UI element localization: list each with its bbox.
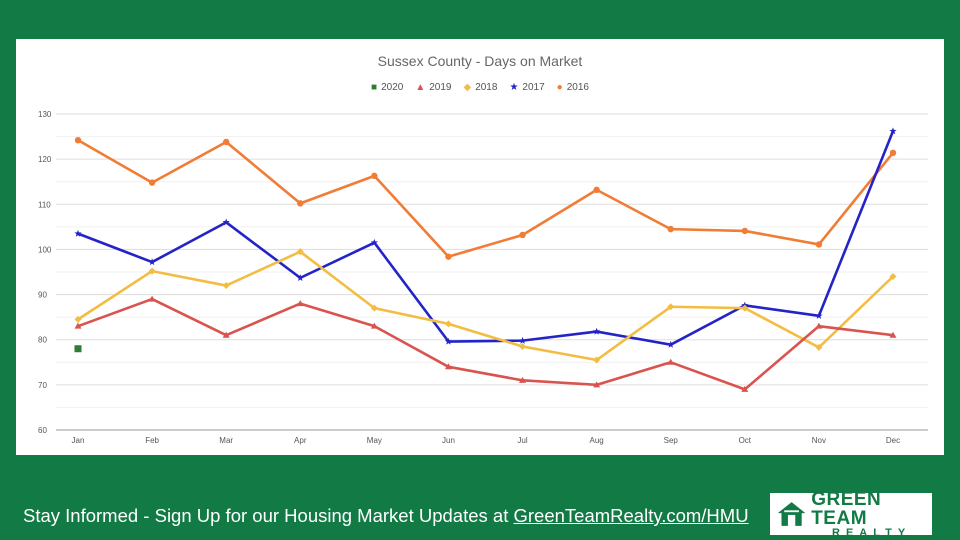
data-point-2018 xyxy=(444,320,452,328)
data-point-2016 xyxy=(222,138,230,146)
y-tick-label: 130 xyxy=(38,110,52,119)
legend-label: 2020 xyxy=(381,82,404,93)
x-tick-label: Dec xyxy=(886,436,900,445)
legend-entry-2019: ▲ 2019 xyxy=(415,82,451,93)
footer-text: Stay Informed - Sign Up for our Housing … xyxy=(23,505,514,526)
legend-entry-2017: ★ 2017 xyxy=(509,82,544,93)
legend-label: 2016 xyxy=(566,82,589,93)
data-point-2017 xyxy=(148,258,156,266)
data-point-2019 xyxy=(815,322,823,329)
data-point-2019 xyxy=(519,376,527,383)
data-point-2019 xyxy=(593,381,601,388)
data-point-2016 xyxy=(815,241,823,248)
x-tick-label: Jun xyxy=(442,436,455,445)
x-tick-label: Aug xyxy=(590,436,604,445)
legend-marker: ◆ xyxy=(463,81,472,93)
x-tick-label: Apr xyxy=(294,436,307,445)
data-point-2018 xyxy=(74,315,82,323)
data-point-2018 xyxy=(889,273,897,281)
series-line-2019 xyxy=(77,297,894,391)
legend: ■ 2020 ▲ 2019 ◆ 2018 ★ 2017 ● 2016 xyxy=(16,82,944,93)
y-tick-label: 90 xyxy=(38,291,47,300)
data-point-2019 xyxy=(148,295,156,302)
y-tick-label: 120 xyxy=(38,155,52,164)
data-point-2019 xyxy=(370,322,378,329)
data-point-2017 xyxy=(74,229,82,237)
data-point-2018 xyxy=(741,304,749,312)
data-point-2018 xyxy=(222,282,230,290)
data-point-2018 xyxy=(148,267,156,275)
logo-line1: GREEN TEAM xyxy=(811,488,882,529)
data-point-2016 xyxy=(741,227,749,235)
legend-label: 2017 xyxy=(522,82,545,93)
x-tick-label: May xyxy=(367,436,382,445)
data-point-2018 xyxy=(815,343,823,351)
legend-marker: ★ xyxy=(509,81,519,93)
data-point-2019 xyxy=(296,300,304,307)
y-tick-label: 80 xyxy=(38,336,47,345)
data-point-2017 xyxy=(889,127,897,135)
data-point-2019 xyxy=(741,385,749,392)
data-point-2020 xyxy=(74,345,82,353)
data-point-2016 xyxy=(74,136,82,144)
legend-marker: ▲ xyxy=(415,81,426,93)
chart-panel: 60 70 80 90 100 110 120 130 Jan Feb Mar Apr May Jun Ju… xyxy=(16,39,944,455)
data-point-2019 xyxy=(889,331,897,338)
data-point-2016 xyxy=(148,179,156,186)
data-point-2016 xyxy=(519,231,526,239)
data-point-2017 xyxy=(518,336,527,344)
legend-marker: ■ xyxy=(371,81,378,93)
y-tick-label: 110 xyxy=(38,200,51,209)
x-tick-label: Sep xyxy=(664,436,679,445)
footer-link[interactable]: GreenTeamRealty.com/HMU xyxy=(513,505,749,526)
legend-entry-2020: ■ 2020 xyxy=(371,82,403,93)
data-point-2019 xyxy=(444,363,452,370)
data-point-2018 xyxy=(667,303,675,311)
data-point-2018 xyxy=(370,304,378,312)
data-point-2017 xyxy=(296,274,304,281)
footer-message: Stay Informed - Sign Up for our Housing … xyxy=(23,505,749,527)
y-tick-label: 60 xyxy=(38,426,47,435)
data-point-2016 xyxy=(593,186,600,194)
series-line-2017 xyxy=(77,130,895,346)
series-line-2016 xyxy=(77,139,895,258)
data-point-2017 xyxy=(667,340,675,348)
x-tick-label: Nov xyxy=(812,436,826,445)
legend-entry-2016: ● 2016 xyxy=(557,82,589,93)
house-icon xyxy=(777,502,806,526)
legend-label: 2018 xyxy=(475,82,498,93)
data-point-2018 xyxy=(296,248,304,256)
x-tick-label: Feb xyxy=(145,436,159,445)
data-point-2017 xyxy=(815,311,823,319)
data-point-2018 xyxy=(519,342,527,350)
data-point-2017 xyxy=(593,327,601,335)
chart-title: Sussex County - Days on Market xyxy=(377,53,583,69)
data-point-2016 xyxy=(297,200,304,207)
data-point-2019 xyxy=(667,358,675,365)
green-team-realty-logo: GREEN TEAM REALTY xyxy=(770,488,932,538)
data-point-2019 xyxy=(222,331,230,338)
data-point-2016 xyxy=(667,225,674,233)
data-point-2017 xyxy=(222,218,230,226)
legend-label: 2019 xyxy=(429,82,452,93)
legend-entry-2018: ◆ 2018 xyxy=(463,82,497,93)
x-tick-label: Jul xyxy=(517,436,527,445)
data-point-2016 xyxy=(371,172,378,180)
y-tick-label: 100 xyxy=(38,245,52,254)
y-tick-label: 70 xyxy=(38,381,47,390)
data-point-2016 xyxy=(889,149,897,157)
data-point-2017 xyxy=(370,238,378,246)
x-tick-label: Mar xyxy=(219,436,233,445)
x-tick-label: Oct xyxy=(739,436,752,445)
data-point-2017 xyxy=(444,337,453,345)
data-point-2018 xyxy=(593,356,601,364)
series-line-2018 xyxy=(77,250,894,362)
x-tick-label: Jan xyxy=(72,436,85,445)
data-point-2016 xyxy=(445,253,452,260)
legend-marker: ● xyxy=(556,81,563,93)
data-point-2019 xyxy=(74,322,82,329)
logo-line2: REALTY xyxy=(832,526,912,539)
line-chart: 60 70 80 90 100 110 120 130 Jan Feb Mar Apr May Jun Ju… xyxy=(38,110,928,445)
